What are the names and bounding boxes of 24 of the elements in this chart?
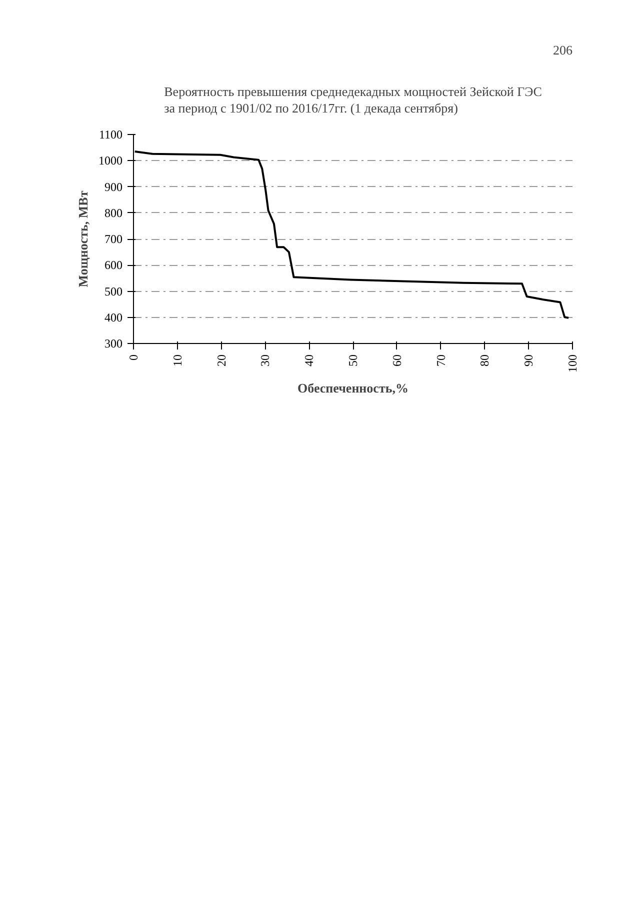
x-tick-label: 80 xyxy=(478,354,492,366)
x-tick-label: 10 xyxy=(170,354,184,366)
y-tick-label: 1000 xyxy=(98,154,122,168)
y-tick-label: 900 xyxy=(104,180,122,194)
y-tick-label: 800 xyxy=(104,206,122,220)
y-tick-label: 300 xyxy=(104,336,122,350)
y-axis-title: Мощность, МВт xyxy=(76,190,90,288)
text: 206 xyxy=(553,42,573,58)
y-tick-label: 400 xyxy=(104,310,122,324)
y-tick-label: 1100 xyxy=(98,128,123,142)
y-tick-label: 500 xyxy=(104,284,122,298)
x-tick-label: 70 xyxy=(434,354,448,366)
x-tick-label: 40 xyxy=(302,354,316,366)
x-tick-label: 100 xyxy=(566,354,580,372)
x-tick-label: 90 xyxy=(522,354,536,366)
x-tick-label: 30 xyxy=(258,354,272,366)
x-tick-label: 60 xyxy=(390,354,404,366)
x-axis-title: Обеспеченность,% xyxy=(298,380,408,396)
x-tick-label: 20 xyxy=(214,354,228,366)
chart-title: Вероятность превышения среднедекадных мощностей Зейской ГЭС за период с 1901/02 по 2016/17гг. (1 декада сентября) xyxy=(164,84,542,116)
y-tick-label: 700 xyxy=(104,232,122,246)
y-tick-label: 600 xyxy=(104,258,122,272)
x-tick-label: 50 xyxy=(346,354,360,366)
x-tick-label: 0 xyxy=(126,354,140,360)
